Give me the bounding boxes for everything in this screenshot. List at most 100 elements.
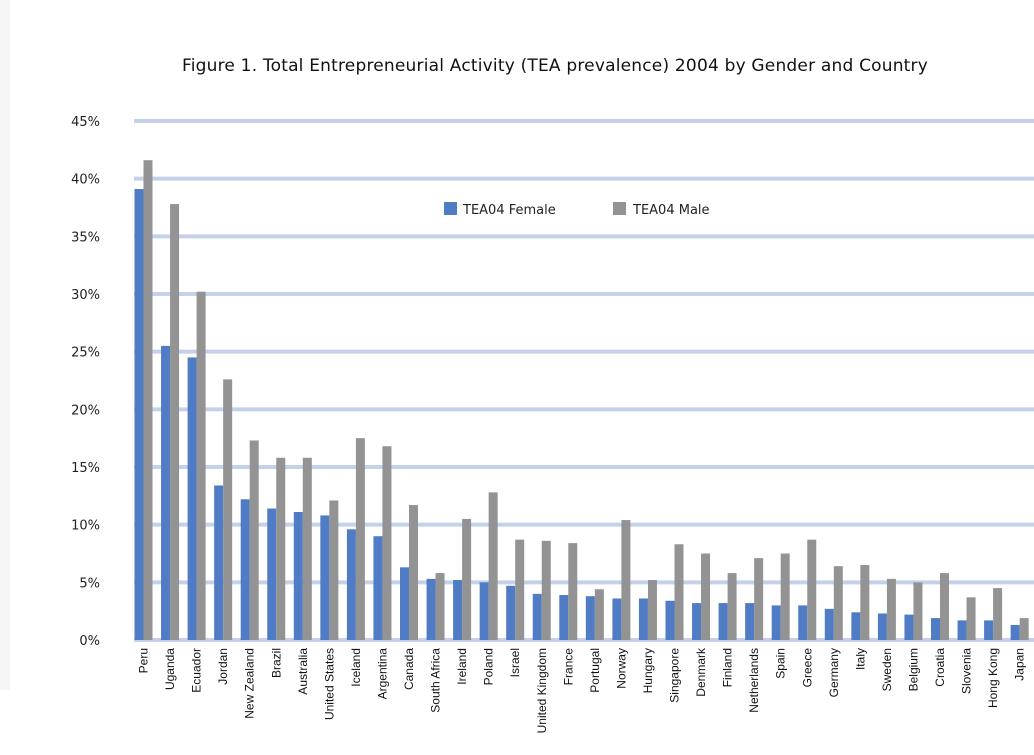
bar-female (612, 598, 622, 640)
bar-male (1019, 618, 1029, 640)
bar-male (754, 558, 764, 640)
bar-female (479, 582, 489, 640)
bar-male (833, 566, 843, 640)
x-tick-label: United States (322, 648, 336, 720)
y-tick-label: 25% (71, 346, 100, 361)
x-tick-label: Japan (1013, 648, 1027, 681)
bar-female (1010, 625, 1020, 640)
bar-male (355, 438, 365, 640)
x-tick-label: Hong Kong (986, 648, 1000, 708)
x-tick-label: Singapore (668, 648, 682, 703)
bar-male (249, 440, 259, 640)
legend-label-female: TEA04 Female (462, 203, 556, 218)
x-tick-label: Poland (482, 648, 496, 685)
bar-female (506, 585, 516, 640)
bars (134, 160, 1029, 641)
x-tick-label: Hungary (641, 648, 655, 693)
bar-female (931, 618, 940, 640)
y-axis-ticks: 0% 5% 10% 15% 20% 25% 30% 35% 40% 45% (71, 115, 100, 649)
bar-male (462, 518, 472, 640)
y-tick-label: 45% (71, 115, 100, 130)
bar-female (161, 345, 171, 640)
y-tick-label: 20% (71, 403, 100, 418)
bar-female (373, 536, 383, 640)
y-tick-label: 30% (71, 288, 100, 303)
bar-male (940, 573, 949, 640)
bar-female (692, 603, 702, 640)
bar-male (860, 565, 870, 640)
bar-female (771, 605, 781, 640)
bar-female (426, 578, 436, 640)
left-margin-strip (0, 0, 10, 690)
x-tick-label: Spain (774, 648, 788, 679)
legend-swatch-male (613, 202, 626, 215)
bar-female (851, 612, 861, 640)
bar-male (594, 589, 604, 640)
x-tick-label: Norway (614, 648, 628, 689)
bar-female (957, 620, 967, 640)
bar-female (532, 593, 542, 640)
bar-male (727, 573, 737, 640)
bar-female (214, 485, 224, 640)
bar-male (886, 578, 896, 640)
bar-female (400, 567, 409, 640)
y-tick-label: 35% (71, 230, 100, 245)
bar-female (665, 600, 675, 640)
bar-male (196, 291, 206, 640)
bar-male (329, 500, 339, 640)
x-axis-ticks: Peru Uganda Ecuador Jordan New Zealand Brazil… (137, 647, 1027, 733)
bar-male (435, 573, 445, 640)
x-tick-label: Greece (800, 648, 814, 688)
x-tick-label: Canada (402, 648, 416, 690)
bar-male (913, 582, 923, 640)
bar-male (170, 204, 180, 641)
y-tick-label: 5% (79, 576, 100, 591)
x-tick-label: France (561, 648, 575, 686)
y-tick-label: 10% (71, 519, 100, 534)
bar-female (638, 598, 648, 640)
bar-male (807, 539, 817, 640)
bar-female (187, 357, 197, 640)
bar-male (966, 597, 976, 640)
x-tick-label: New Zealand (243, 648, 257, 719)
x-tick-label: Portugal (588, 648, 602, 693)
x-tick-label: Belgium (906, 648, 920, 691)
bar-male (382, 446, 392, 640)
bar-female (904, 614, 914, 640)
x-tick-label: Slovenia (960, 648, 974, 694)
bar-female (718, 603, 728, 640)
x-tick-label: Israel (508, 648, 522, 677)
bar-male (302, 457, 312, 640)
x-tick-label: Jordan (216, 648, 230, 685)
x-tick-label: Sweden (880, 648, 894, 691)
x-tick-label: Brazil (269, 648, 283, 678)
legend: TEA04 Female TEA04 Male (444, 202, 710, 218)
bar-male (276, 457, 286, 640)
bar-female (320, 515, 330, 640)
bar-male (541, 540, 551, 640)
y-tick-label: 0% (79, 634, 100, 649)
legend-swatch-female (444, 202, 457, 215)
x-tick-label: Denmark (694, 647, 708, 697)
bar-male (568, 543, 578, 640)
bar-female (559, 595, 569, 640)
bar-female (824, 608, 834, 640)
bar-female (134, 189, 144, 640)
bar-female (293, 511, 303, 640)
legend-label-male: TEA04 Male (632, 203, 710, 218)
bar-male (488, 492, 498, 640)
bar-male (701, 553, 711, 640)
bar-male (409, 505, 418, 640)
x-tick-label: Argentina (375, 648, 389, 700)
x-tick-label: Netherlands (747, 648, 761, 713)
bar-female (585, 596, 595, 640)
bar-male (780, 553, 790, 640)
bar-female (346, 529, 356, 640)
bar-male (993, 588, 1003, 640)
x-tick-label: Ireland (455, 648, 469, 685)
x-tick-label: Croatia (933, 648, 947, 687)
bar-female (240, 499, 250, 640)
y-tick-label: 40% (71, 173, 100, 188)
x-tick-label: Italy (853, 648, 867, 670)
x-tick-label: Uganda (163, 648, 177, 690)
